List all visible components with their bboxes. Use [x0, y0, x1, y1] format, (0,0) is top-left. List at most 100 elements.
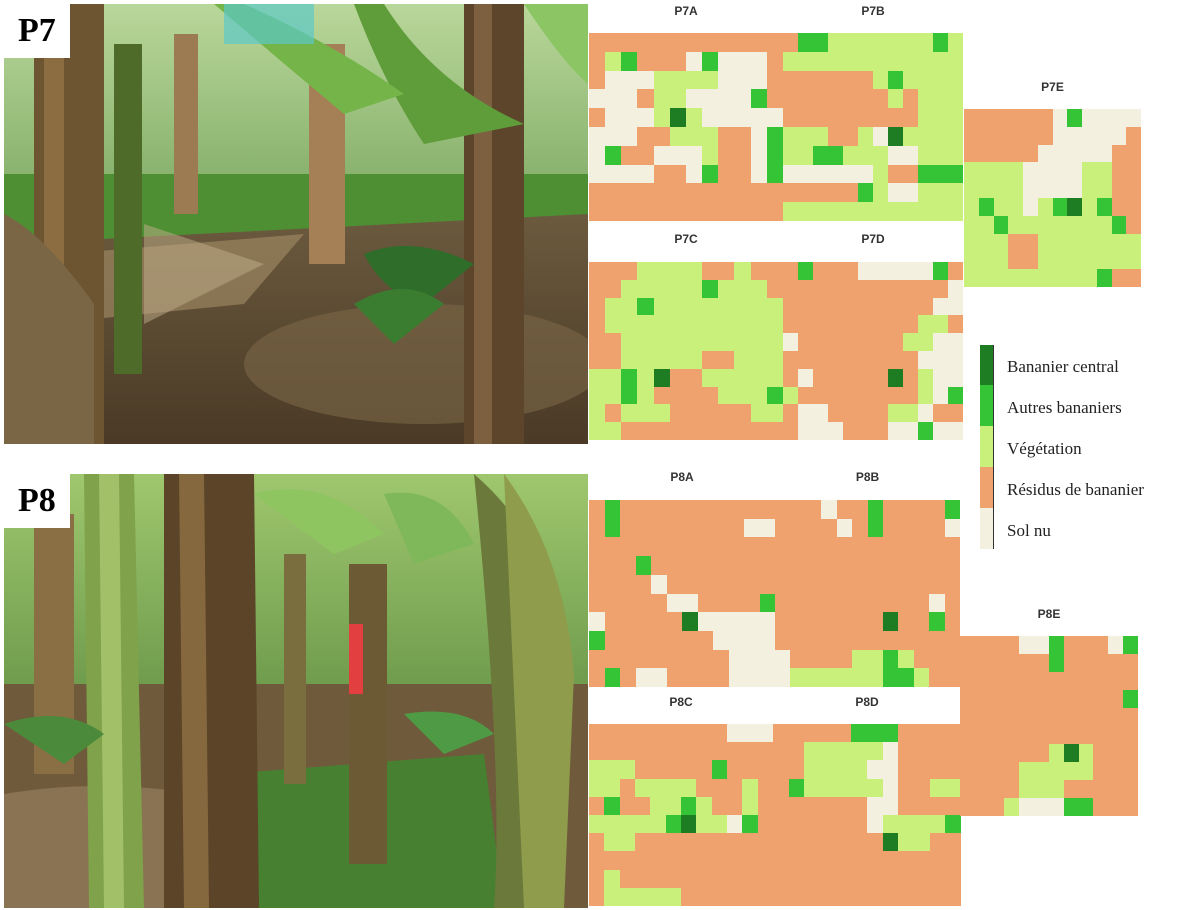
map-cell — [651, 668, 667, 687]
map-cell — [685, 70, 703, 90]
map-cell — [702, 108, 719, 127]
map-cell — [1082, 162, 1097, 181]
map-cell — [1034, 690, 1049, 708]
map-cell — [726, 796, 743, 815]
map-cell — [867, 500, 883, 519]
map-cell — [744, 574, 760, 594]
map-cell — [619, 815, 635, 834]
map-cell — [843, 262, 858, 280]
map-cell — [728, 518, 744, 538]
map-cell — [637, 279, 654, 298]
map-cell — [1078, 672, 1094, 690]
map-cell — [685, 350, 703, 369]
map-cell — [805, 593, 822, 613]
map-cell — [702, 89, 719, 109]
map-cell — [604, 742, 620, 761]
map-cell — [680, 742, 697, 761]
map-cell — [783, 262, 798, 280]
map-cell — [1078, 726, 1094, 744]
map-cell — [993, 197, 1009, 216]
map-cell — [1082, 180, 1097, 198]
map-cell — [813, 333, 828, 351]
map-cell — [718, 262, 735, 280]
map-cell — [933, 333, 948, 351]
map-cell — [867, 724, 883, 743]
map-cell — [766, 333, 783, 351]
map-cell — [766, 33, 783, 52]
map-cell — [948, 108, 963, 127]
map-cell — [948, 279, 963, 298]
map-cell — [682, 556, 698, 575]
map-cell — [843, 202, 858, 221]
map-cell — [605, 164, 622, 184]
map-cell — [685, 333, 703, 351]
map-cell — [589, 315, 606, 334]
map-cell — [898, 593, 914, 613]
map-cell — [696, 869, 712, 888]
map-cell — [718, 350, 735, 369]
map-cell — [929, 851, 946, 870]
map-cell — [1004, 798, 1020, 816]
map-cell — [944, 518, 960, 538]
map-cell — [1123, 672, 1138, 690]
map-cell — [960, 726, 975, 744]
map-cell — [604, 574, 620, 594]
map-cell — [728, 593, 744, 613]
map-cell — [666, 630, 682, 650]
map-cell — [637, 297, 654, 316]
map-cell — [773, 742, 789, 761]
map-cell — [913, 537, 930, 557]
map-cell — [1123, 762, 1138, 780]
map-cell — [604, 778, 620, 797]
map-cell — [634, 851, 651, 870]
map-cell — [1023, 215, 1038, 234]
map-cell — [1034, 798, 1049, 816]
map-cell — [1019, 798, 1035, 816]
map-cell — [820, 815, 836, 834]
map-cell — [828, 126, 843, 146]
map-cell — [933, 89, 948, 109]
map-cell — [759, 500, 775, 519]
map-cell — [1019, 654, 1035, 672]
map-cell — [651, 593, 667, 613]
map-cell — [619, 724, 635, 743]
map-cell — [945, 887, 961, 906]
map-cell — [1048, 654, 1064, 672]
map-cell — [635, 630, 651, 650]
map-cell — [1126, 162, 1141, 181]
map-cell — [798, 70, 813, 90]
map-cell — [858, 33, 873, 52]
map-cell — [697, 518, 713, 538]
map-cell — [888, 164, 903, 184]
map-cell — [680, 778, 697, 797]
map-cell — [828, 422, 843, 440]
map-cell — [960, 762, 975, 780]
map-cell — [757, 742, 773, 761]
map-cell — [604, 833, 620, 852]
map-cell — [1048, 672, 1064, 690]
map-cell — [843, 333, 858, 351]
map-cell — [742, 778, 758, 797]
map-cell — [637, 33, 654, 52]
map-cell — [783, 386, 798, 405]
map-cell — [974, 798, 990, 816]
map-cell — [1052, 144, 1068, 163]
map-cell — [858, 183, 873, 203]
map-cell — [821, 500, 837, 519]
map-cell — [589, 500, 605, 519]
map-cell — [948, 422, 963, 440]
map-cell — [669, 386, 686, 405]
map-cell — [1023, 251, 1038, 270]
map-cell — [948, 297, 963, 316]
map-cell — [918, 51, 933, 71]
map-cell — [619, 760, 635, 779]
map-cell — [696, 815, 712, 834]
map-cell — [788, 724, 805, 743]
map-cell — [653, 89, 670, 109]
map-cell — [903, 279, 918, 298]
map-cell — [903, 145, 918, 165]
map-cell — [634, 724, 651, 743]
map-cell — [682, 593, 698, 613]
map-cell — [634, 887, 651, 906]
map-cell — [843, 51, 858, 71]
